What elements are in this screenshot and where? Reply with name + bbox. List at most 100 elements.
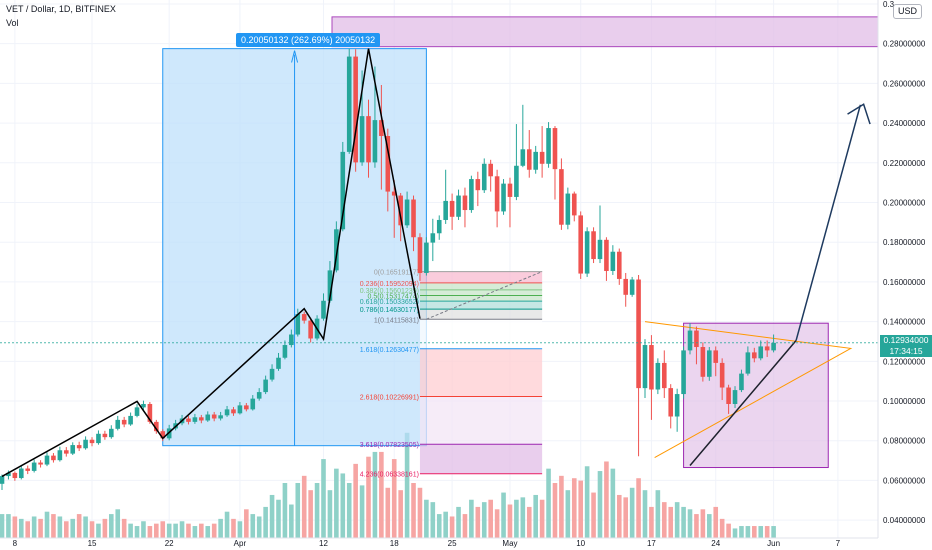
volume-bar [334,468,339,538]
candle-body [38,462,43,465]
volume-bar [89,521,95,538]
candle-body [385,135,391,192]
volume-bar [404,432,410,538]
candle-body [571,193,577,216]
candle-body [456,195,461,217]
candle-body [211,414,217,419]
volume-bar [597,471,603,538]
volume-bar [314,483,320,538]
volume-bar [186,523,191,538]
candle-body [31,462,37,471]
volume-bar [340,473,346,538]
candle-body [295,314,301,335]
volume-bar [539,499,545,538]
volume-bar [385,487,391,538]
price-tick-label: 0.26000000 [883,79,926,88]
candle-body [694,330,699,348]
candle-body [642,345,648,389]
volume-bar [372,451,378,538]
candle-body [700,347,706,377]
time-tick-label: 22 [165,539,174,548]
candle-body [469,179,474,211]
candle-body [128,415,133,425]
price-axis-bg [878,0,932,550]
candle-body [520,149,526,166]
candle-body [391,191,397,196]
volume-bar [18,518,24,538]
candle-body [668,388,674,417]
time-tick-label: 10 [576,539,585,548]
candle-body [379,120,384,136]
projection-arrow-head [847,103,871,125]
volume-bar [571,478,577,538]
time-tick-label: Jun [767,539,780,548]
candle-body [436,219,442,234]
candle-body [526,149,532,170]
volume-bar [494,509,500,538]
volume-bar [250,514,256,538]
candle-countdown: 17:34:15 [889,346,923,356]
candle-body [366,116,371,163]
candle-body [327,270,333,301]
volume-bar [76,514,82,538]
candle-body [205,414,211,421]
candle-body [308,320,313,339]
candle-body [533,151,538,170]
volume-bar [739,526,744,538]
volume-bar [507,504,513,538]
candle-body [578,215,583,274]
candle-body [121,419,127,425]
fib-label: 0.618(0.15033652) [360,299,419,306]
volume-bars [0,432,776,538]
candle-body [732,390,738,404]
candle-body [430,233,436,243]
candle-body [739,373,744,391]
fib-band [419,444,543,474]
volume-bar [160,521,166,538]
volume-bar [25,521,31,538]
volume-bar [282,483,288,538]
candle-body [141,403,146,408]
currency-button[interactable]: USD [893,4,923,19]
volume-bar [301,475,307,538]
time-tick-label: 18 [390,539,399,548]
volume-bar [346,483,352,538]
candle-body [199,417,204,421]
candle-body [0,476,5,484]
volume-bar [417,487,423,538]
volume-bar [552,483,558,538]
fib-label: 2.618(0.10226991) [360,395,419,402]
volume-bar [456,506,461,538]
candle-body [514,165,519,197]
volume-bar [353,463,358,538]
candle-body [488,163,493,177]
candle-body [102,433,108,438]
candle-body [546,128,551,164]
volume-bar [192,526,198,538]
candles [0,48,776,490]
volume-bar [616,494,622,538]
candle-body [552,128,558,170]
volume-bar [578,480,583,538]
volume-bar [51,514,56,538]
volume-bar [719,518,725,538]
measure-arrow-head [291,50,299,63]
candle-body [353,56,358,163]
fib-label: 1.618(0.12630477) [360,347,419,354]
volume-bar [398,490,403,538]
fib-band [419,289,543,296]
volume-bar [263,506,268,538]
candle-body [629,279,635,295]
candle-body [76,445,82,449]
resistance-zone [331,16,879,48]
candle-body [321,300,326,319]
volume-bar [12,516,18,538]
candle-body [758,346,764,359]
candle-body [256,392,262,399]
volume-bar [366,456,371,538]
time-tick-label: Apr [234,539,247,548]
candle-body [681,350,686,395]
price-tick-label: 0.28000000 [883,40,926,49]
candle-body [12,472,18,479]
